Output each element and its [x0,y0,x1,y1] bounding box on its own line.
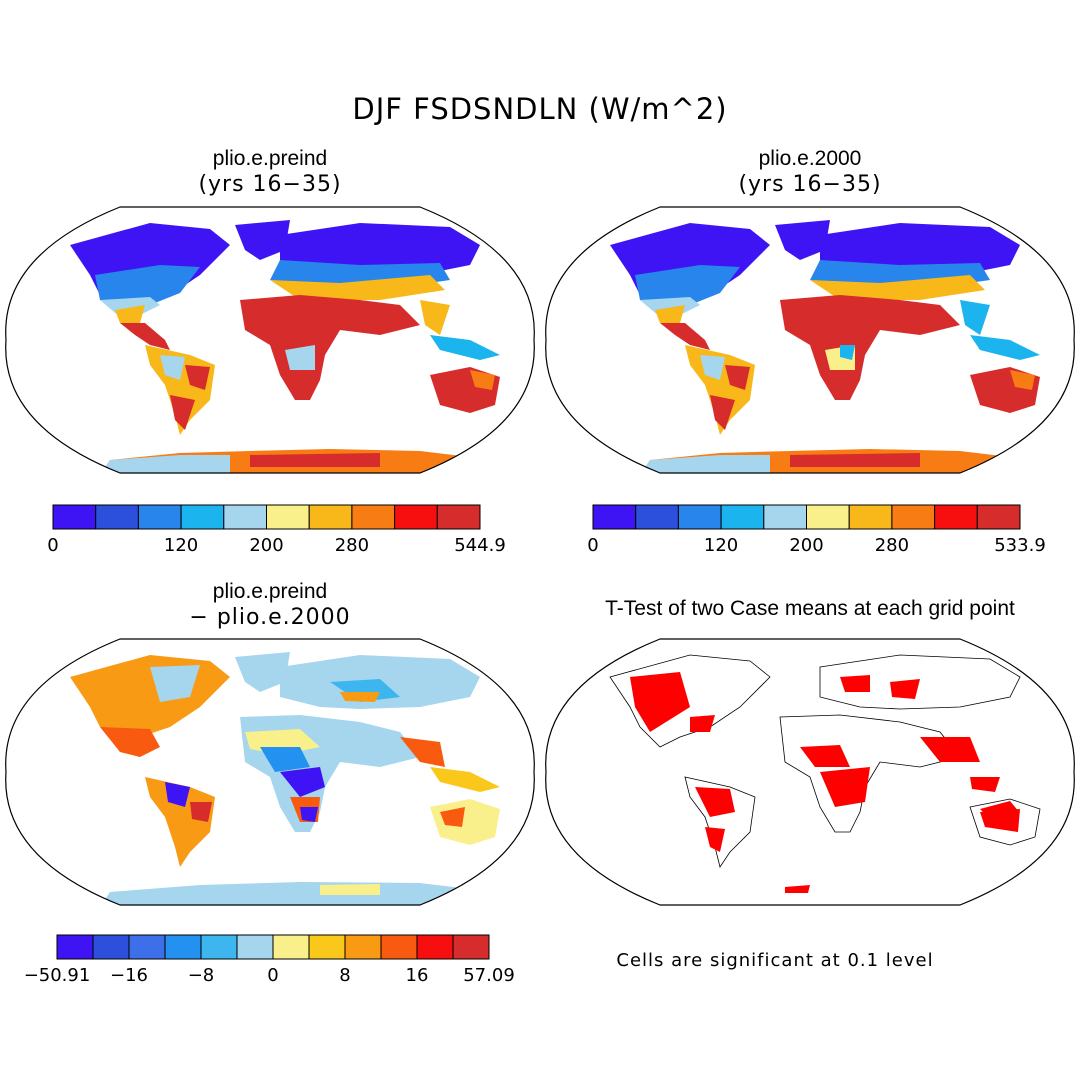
colorbar-swatch [436,504,481,530]
colorbar-difference: −50.91 −16 −8 0 8 16 57.09 [24,934,515,986]
panel2-title: plio.e.2000 [758,147,862,170]
colorbar-swatch [308,504,353,530]
colorbar-tick-label: 16 [406,965,429,986]
significance-note: Cells are significant at 0.1 level [616,950,934,971]
colorbar-swatch [137,504,182,530]
panel2-subtitle: (yrs 16−35) [738,172,882,197]
panel3-subtitle: − plio.e.2000 [189,605,351,630]
colorbar-tick-label: 57.09 [463,965,515,986]
colorbar-swatch [92,934,130,960]
colorbar-tick-label: −16 [110,965,148,986]
colorbar-tick-label: 8 [339,965,350,986]
colorbar-swatch [806,504,850,530]
colorbar-swatch [976,504,1021,530]
colorbar-swatch [452,934,490,960]
colorbar-swatch [677,504,722,530]
colorbar-swatch [272,934,310,960]
colorbar-tick-label: −8 [188,965,215,986]
colorbar-swatch [344,934,382,960]
colorbar-swatch [351,504,396,530]
colorbar-swatch [380,934,418,960]
colorbar-swatch [164,934,202,960]
colorbar-2000: 0 120 200 280 533.9 [587,504,1046,556]
colorbar-swatch [180,504,225,530]
colorbar-swatch [266,504,310,530]
map-panel-difference [5,638,535,906]
colorbar-swatch [223,504,268,530]
colorbar-swatch [848,504,893,530]
colorbar-tick-label: 0 [587,535,598,556]
colorbar-swatch [128,934,166,960]
colorbar-swatch [308,934,346,960]
colorbar-swatch [95,504,139,530]
figure-title: DJF FSDSNDLN (W/m^2) [352,92,728,126]
colorbar-tick-label: 280 [875,535,909,556]
colorbar-tick-label: 0 [47,535,58,556]
colorbar-swatch [52,504,97,530]
panel3-title: plio.e.preind [212,580,328,603]
colorbar-tick-label: 0 [267,965,278,986]
colorbar-tick-label: 544.9 [454,535,506,556]
colorbar-preind: 0 120 200 280 544.9 [47,504,506,556]
colorbar-swatch [720,504,765,530]
colorbar-swatch [592,504,637,530]
colorbar-swatch [635,504,679,530]
map-panel-preind [5,206,535,474]
colorbar-tick-label: 120 [164,535,198,556]
colorbar-swatch [891,504,936,530]
colorbar-swatch [236,934,274,960]
panel4-title: T-Test of two Case means at each grid po… [605,597,1015,620]
panel1-subtitle: (yrs 16−35) [198,172,342,197]
colorbar-swatch [416,934,454,960]
colorbar-tick-label: 280 [335,535,369,556]
colorbar-tick-label: 200 [249,535,283,556]
colorbar-swatch [56,934,94,960]
colorbar-swatch [394,504,438,530]
colorbar-swatch [763,504,808,530]
colorbar-tick-label: 200 [789,535,823,556]
colorbar-tick-label: 533.9 [994,535,1046,556]
colorbar-tick-label: −50.91 [24,965,91,986]
colorbar-swatch [200,934,238,960]
colorbar-tick-label: 120 [704,535,738,556]
map-panel-ttest [545,638,1075,906]
map-panel-2000 [545,206,1075,474]
colorbar-swatch [934,504,978,530]
panel1-title: plio.e.preind [212,147,328,170]
significant-cells [630,672,1020,893]
